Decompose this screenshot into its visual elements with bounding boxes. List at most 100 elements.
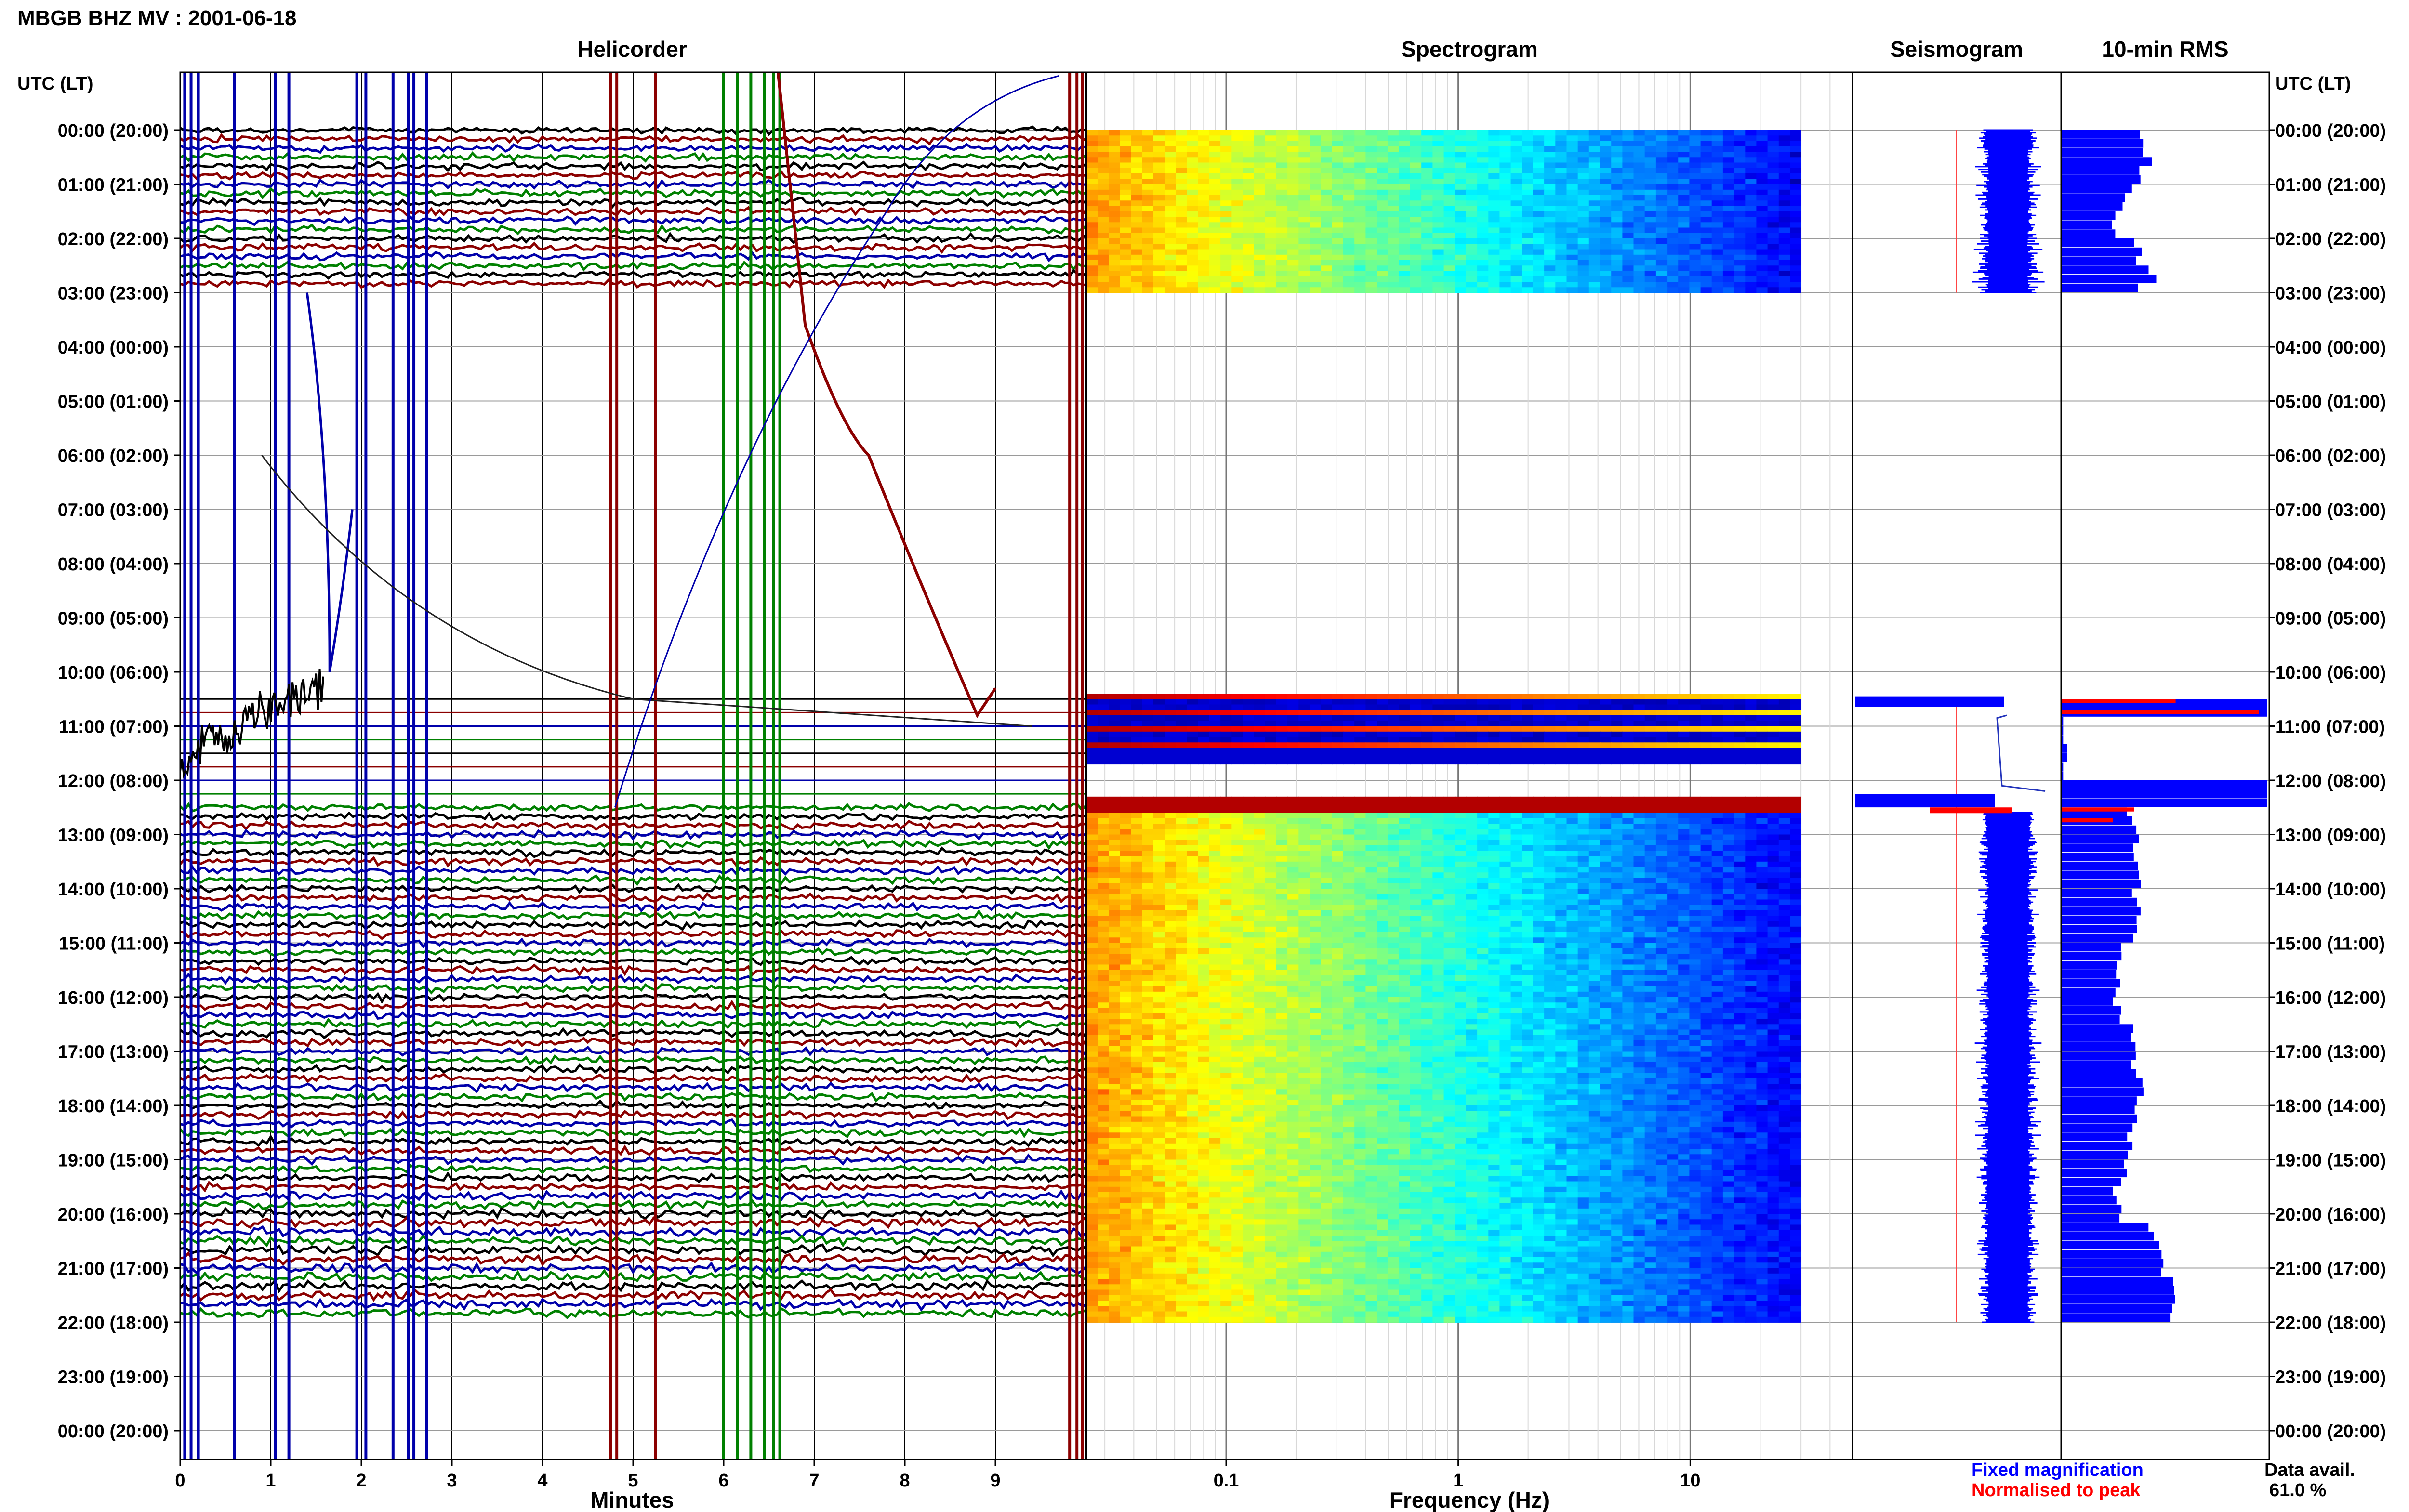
spectrogram-cell (1655, 694, 1668, 700)
spectrogram-cell (1321, 200, 1333, 207)
spectrogram-cell (1790, 834, 1801, 841)
spectrogram-cell (1566, 802, 1578, 808)
spectrogram-cell (1533, 856, 1545, 862)
spectrogram-cell (1321, 737, 1333, 743)
spectrogram-cell (1332, 948, 1344, 954)
spectrogram-cell (1522, 932, 1534, 938)
spectrogram-cell (1198, 796, 1210, 802)
spectrogram-cell (1198, 227, 1210, 234)
spectrogram-cell (1577, 157, 1589, 163)
spectrogram-cell (1555, 824, 1567, 830)
spectrogram-cell (1187, 260, 1199, 266)
spectrogram-cell (1231, 726, 1244, 732)
spectrogram-cell (1767, 135, 1779, 142)
spectrogram-cell (1544, 964, 1556, 971)
spectrogram-cell (1734, 829, 1746, 835)
spectrogram-cell (1131, 742, 1143, 749)
spectrogram-cell (1421, 233, 1433, 239)
spectrogram-cell (1354, 964, 1366, 971)
spectrogram-cell (1577, 721, 1589, 727)
spectrogram-cell (1544, 878, 1556, 884)
spectrogram-cell (1209, 211, 1221, 217)
spectrogram-cell (1655, 845, 1668, 852)
spectrogram-cell (1555, 883, 1567, 889)
spectrogram-cell (1644, 748, 1656, 754)
spectrogram-cell (1287, 135, 1299, 142)
spectrogram-cell (1231, 910, 1244, 917)
spectrogram-cell (1790, 829, 1801, 835)
spectrogram-cell (1410, 146, 1422, 152)
spectrogram-cell (1142, 894, 1154, 900)
spectrogram-cell (1455, 975, 1467, 982)
spectrogram-cell (1477, 168, 1489, 174)
spectrogram-cell (1455, 926, 1467, 933)
spectrogram-cell (1767, 932, 1779, 938)
spectrogram-cell (1622, 802, 1634, 808)
spectrogram-cell (1220, 699, 1232, 705)
spectrogram-cell (1254, 840, 1266, 846)
spectrogram-cell (1767, 926, 1779, 933)
spectrogram-cell (1298, 932, 1310, 938)
spectrogram-cell (1388, 899, 1400, 906)
spectrogram-cell (1354, 704, 1366, 710)
spectrogram-cell (1778, 840, 1790, 846)
spectrogram-cell (1499, 742, 1511, 749)
spectrogram-cell (1533, 921, 1545, 927)
spectrogram-cell (1678, 759, 1690, 765)
spectrogram-cell (1790, 959, 1801, 965)
spectrogram-cell (1343, 824, 1355, 830)
spectrogram-cell (1276, 282, 1288, 288)
spectrogram-cell (1421, 254, 1433, 261)
spectrogram-cell (1365, 829, 1377, 835)
spectrogram-cell (1220, 937, 1232, 944)
spectrogram-cell (1588, 731, 1601, 737)
spectrogram-cell (1432, 227, 1444, 234)
spectrogram-cell (1767, 737, 1779, 743)
spectrogram-cell (1678, 704, 1690, 710)
spectrogram-cell (1711, 227, 1723, 234)
spectrogram-cell (1298, 921, 1310, 927)
spectrogram-cell (1778, 796, 1790, 802)
spectrogram-cell (1209, 964, 1221, 971)
spectrogram-cell (1421, 162, 1433, 169)
spectrogram-cell (1365, 845, 1377, 852)
spectrogram-cell (1254, 238, 1266, 245)
spectrogram-cell (1778, 699, 1790, 705)
spectrogram-cell (1109, 276, 1121, 282)
spectrogram-cell (1354, 238, 1366, 245)
spectrogram-cell (1243, 710, 1255, 716)
spectrogram-cell (1711, 824, 1723, 830)
spectrogram-cell (1734, 173, 1746, 180)
spectrogram-cell (1678, 829, 1690, 835)
spectrogram-cell (1176, 807, 1188, 814)
spectrogram-cell (1544, 856, 1556, 862)
spectrogram-cell (1310, 157, 1322, 163)
spectrogram-cell (1098, 699, 1110, 705)
spectrogram-cell (1120, 807, 1132, 814)
spectrogram-cell (1332, 813, 1344, 819)
spectrogram-cell (1633, 878, 1645, 884)
spectrogram-cell (1109, 856, 1121, 862)
spectrogram-cell (1644, 146, 1656, 152)
spectrogram-cell (1287, 807, 1299, 814)
spectrogram-cell (1377, 260, 1389, 266)
spectrogram-cell (1187, 948, 1199, 954)
spectrogram-cell (1120, 726, 1132, 732)
spectrogram-cell (1711, 807, 1723, 814)
spectrogram-cell (1298, 954, 1310, 960)
spectrogram-cell (1187, 254, 1199, 261)
spectrogram-cell (1667, 238, 1679, 245)
spectrogram-cell (1310, 753, 1322, 759)
spectrogram-cell (1566, 948, 1578, 954)
spectrogram-cell (1120, 276, 1132, 282)
spectrogram-cell (1287, 916, 1299, 922)
spectrogram-cell (1142, 715, 1154, 722)
spectrogram-cell (1165, 872, 1177, 879)
spectrogram-cell (1432, 824, 1444, 830)
spectrogram-cell (1678, 883, 1690, 889)
spectrogram-cell (1176, 883, 1188, 889)
spectrogram-cell (1533, 282, 1545, 288)
spectrogram-cell (1711, 802, 1723, 808)
spectrogram-cell (1756, 260, 1768, 266)
spectrogram-cell (1455, 829, 1467, 835)
